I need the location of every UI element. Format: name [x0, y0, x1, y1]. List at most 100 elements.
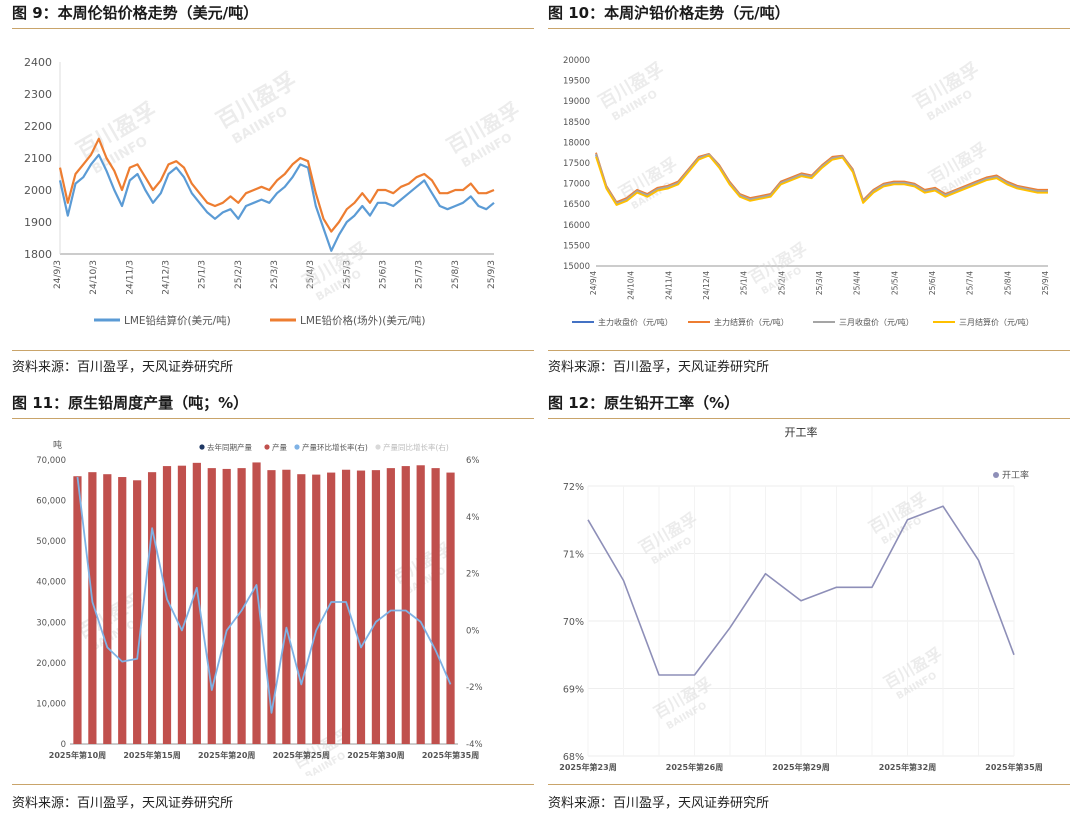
bar [371, 470, 381, 744]
y-tick-label: 17500 [563, 159, 590, 169]
legend-marker [993, 472, 999, 478]
legend-marker [294, 444, 300, 450]
y-tick-label: 18500 [563, 118, 590, 128]
y-tick-label: 15500 [563, 241, 590, 251]
lme-price-chart: 1800 1900 2000 2100 2200 2300 2400 24/9/3 24/10/… [24, 56, 524, 327]
y-tick-label: 71% [563, 550, 584, 561]
x-tick-label: 2025年第10周 [49, 750, 106, 760]
y2-tick-label: 2% [466, 570, 480, 580]
x-tick-label: 24/11/3 [125, 260, 135, 295]
x-tick-label: 24/9/4 [589, 271, 598, 295]
legend-label: 产量 [272, 442, 287, 452]
y-tick-label: 69% [563, 685, 584, 696]
x-tick-label: 25/5/4 [890, 271, 899, 295]
x-tick-label: 25/3/4 [815, 271, 824, 295]
legend-marker [199, 444, 205, 450]
y-tick-label: 10,000 [36, 699, 66, 709]
bar [267, 470, 276, 744]
x-tick-label: 25/2/3 [234, 260, 244, 289]
y-tick-label: 20000 [563, 56, 590, 66]
bar [192, 462, 201, 744]
x-tick-label: 24/12/4 [702, 271, 711, 300]
x-tick-label: 25/1/4 [740, 271, 749, 295]
title-rule [12, 418, 534, 419]
chart-title: 图 12：原生铅开工率（%） [548, 394, 740, 412]
legend-label: 主力结算价（元/吨） [714, 317, 789, 327]
y-tick-label: 72% [563, 482, 584, 493]
y-tick-label: 19000 [563, 97, 590, 107]
bar [282, 469, 291, 744]
x-tick-label: 25/5/3 [342, 260, 352, 289]
bar [327, 472, 336, 744]
bar [416, 465, 425, 744]
bar [356, 470, 366, 744]
series-line [595, 154, 1048, 206]
bar [297, 474, 306, 744]
series-line [595, 153, 1048, 205]
source-note: 资料来源：百川盈孚，天风证券研究所 [548, 360, 770, 375]
x-tick-label: 2025年第25周 [273, 750, 330, 760]
x-tick-label: 24/11/4 [664, 271, 673, 300]
panel-shfe-lead-price: 图 10：本周沪铅价格走势（元/吨） 15000 15500 16000 16500 1… [548, 0, 1070, 390]
x-tick-label: 2025年第30周 [347, 750, 404, 760]
y-tick-label: 2200 [24, 120, 52, 133]
y-tick-label: 50,000 [36, 537, 66, 547]
y-tick-label: 1800 [24, 248, 52, 261]
shfe-price-chart: 15000 15500 16000 16500 17000 17500 18000 18500… [563, 56, 1050, 327]
legend-label: 三月结算价（元/吨） [959, 317, 1034, 327]
bar [341, 469, 351, 744]
y-tick-label: 19500 [563, 77, 590, 87]
source-rule [12, 350, 534, 351]
legend-marker [375, 444, 381, 450]
bar [312, 474, 321, 744]
bar [177, 465, 187, 744]
source-note: 资料来源：百川盈孚，天风证券研究所 [548, 796, 770, 811]
series-line [587, 505, 1015, 676]
panel-lme-lead-price: 图 9：本周伦铅价格走势（美元/吨） 1800 1900 2000 2100 2200 2… [12, 0, 534, 390]
output-chart: 吨 0 10,000 20,000 30,000 40,000 50,000 60,000 70… [36, 439, 482, 776]
chart-title: 图 11：原生铅周度产量（吨；%） [12, 394, 249, 412]
y-tick-label: 60,000 [36, 497, 66, 507]
y-tick-label: 70% [563, 617, 584, 628]
y-tick-label: 2100 [24, 152, 52, 165]
x-tick-label: 2025年第23周 [559, 762, 616, 772]
legend-label: 去年同期产量 [207, 442, 252, 452]
x-tick-label: 24/10/3 [89, 260, 99, 295]
x-tick-label: 2025年第29周 [772, 762, 829, 772]
chart-title: 图 10：本周沪铅价格走势（元/吨） [548, 4, 790, 22]
bar [401, 466, 410, 744]
legend-label: LME铅价格(场外)(美元/吨) [300, 314, 425, 327]
y-tick-label: 16500 [563, 200, 590, 210]
panel-primary-lead-output: 图 11：原生铅周度产量（吨；%） 吨 0 10,000 20,000 30,000 40… [12, 390, 534, 822]
x-tick-label: 24/10/4 [627, 271, 636, 300]
series-line [595, 152, 1048, 203]
bar [431, 468, 440, 744]
source-rule [12, 784, 534, 785]
title-rule [12, 28, 534, 29]
x-tick-label: 25/6/3 [379, 260, 389, 289]
bar [386, 468, 395, 744]
bar [88, 472, 97, 744]
series-line [58, 153, 495, 252]
panel-primary-lead-operating-rate: 图 12：原生铅开工率（%） 开工率 68% 69% 70% 71% 72% 百川盈孚 BAI… [548, 390, 1070, 822]
x-tick-label: 25/9/3 [487, 260, 497, 289]
bar [133, 480, 142, 744]
y-tick-label: 16000 [563, 221, 590, 231]
y-tick-label: 18000 [563, 138, 590, 148]
x-tick-label: 25/4/4 [853, 271, 862, 295]
y-tick-label: 2300 [24, 88, 52, 101]
legend-label: 开工率 [1002, 469, 1029, 481]
x-tick-label: 25/7/3 [415, 260, 425, 289]
bar [207, 468, 216, 744]
bar [222, 468, 231, 744]
bar [73, 476, 82, 744]
x-tick-label: 25/8/3 [451, 260, 461, 289]
legend-label: 主力收盘价（元/吨） [598, 317, 673, 327]
y-tick-label: 2000 [24, 184, 52, 197]
x-tick-label: 25/4/3 [306, 260, 316, 289]
bar [237, 468, 246, 744]
y-tick-label: 0 [61, 740, 66, 750]
operating-rate-chart: 开工率68%69%70%71%72%百川盈孚BAIINFO百川盈孚BAIINFO… [559, 425, 1042, 772]
title-rule [548, 28, 1070, 29]
bar [103, 474, 112, 744]
